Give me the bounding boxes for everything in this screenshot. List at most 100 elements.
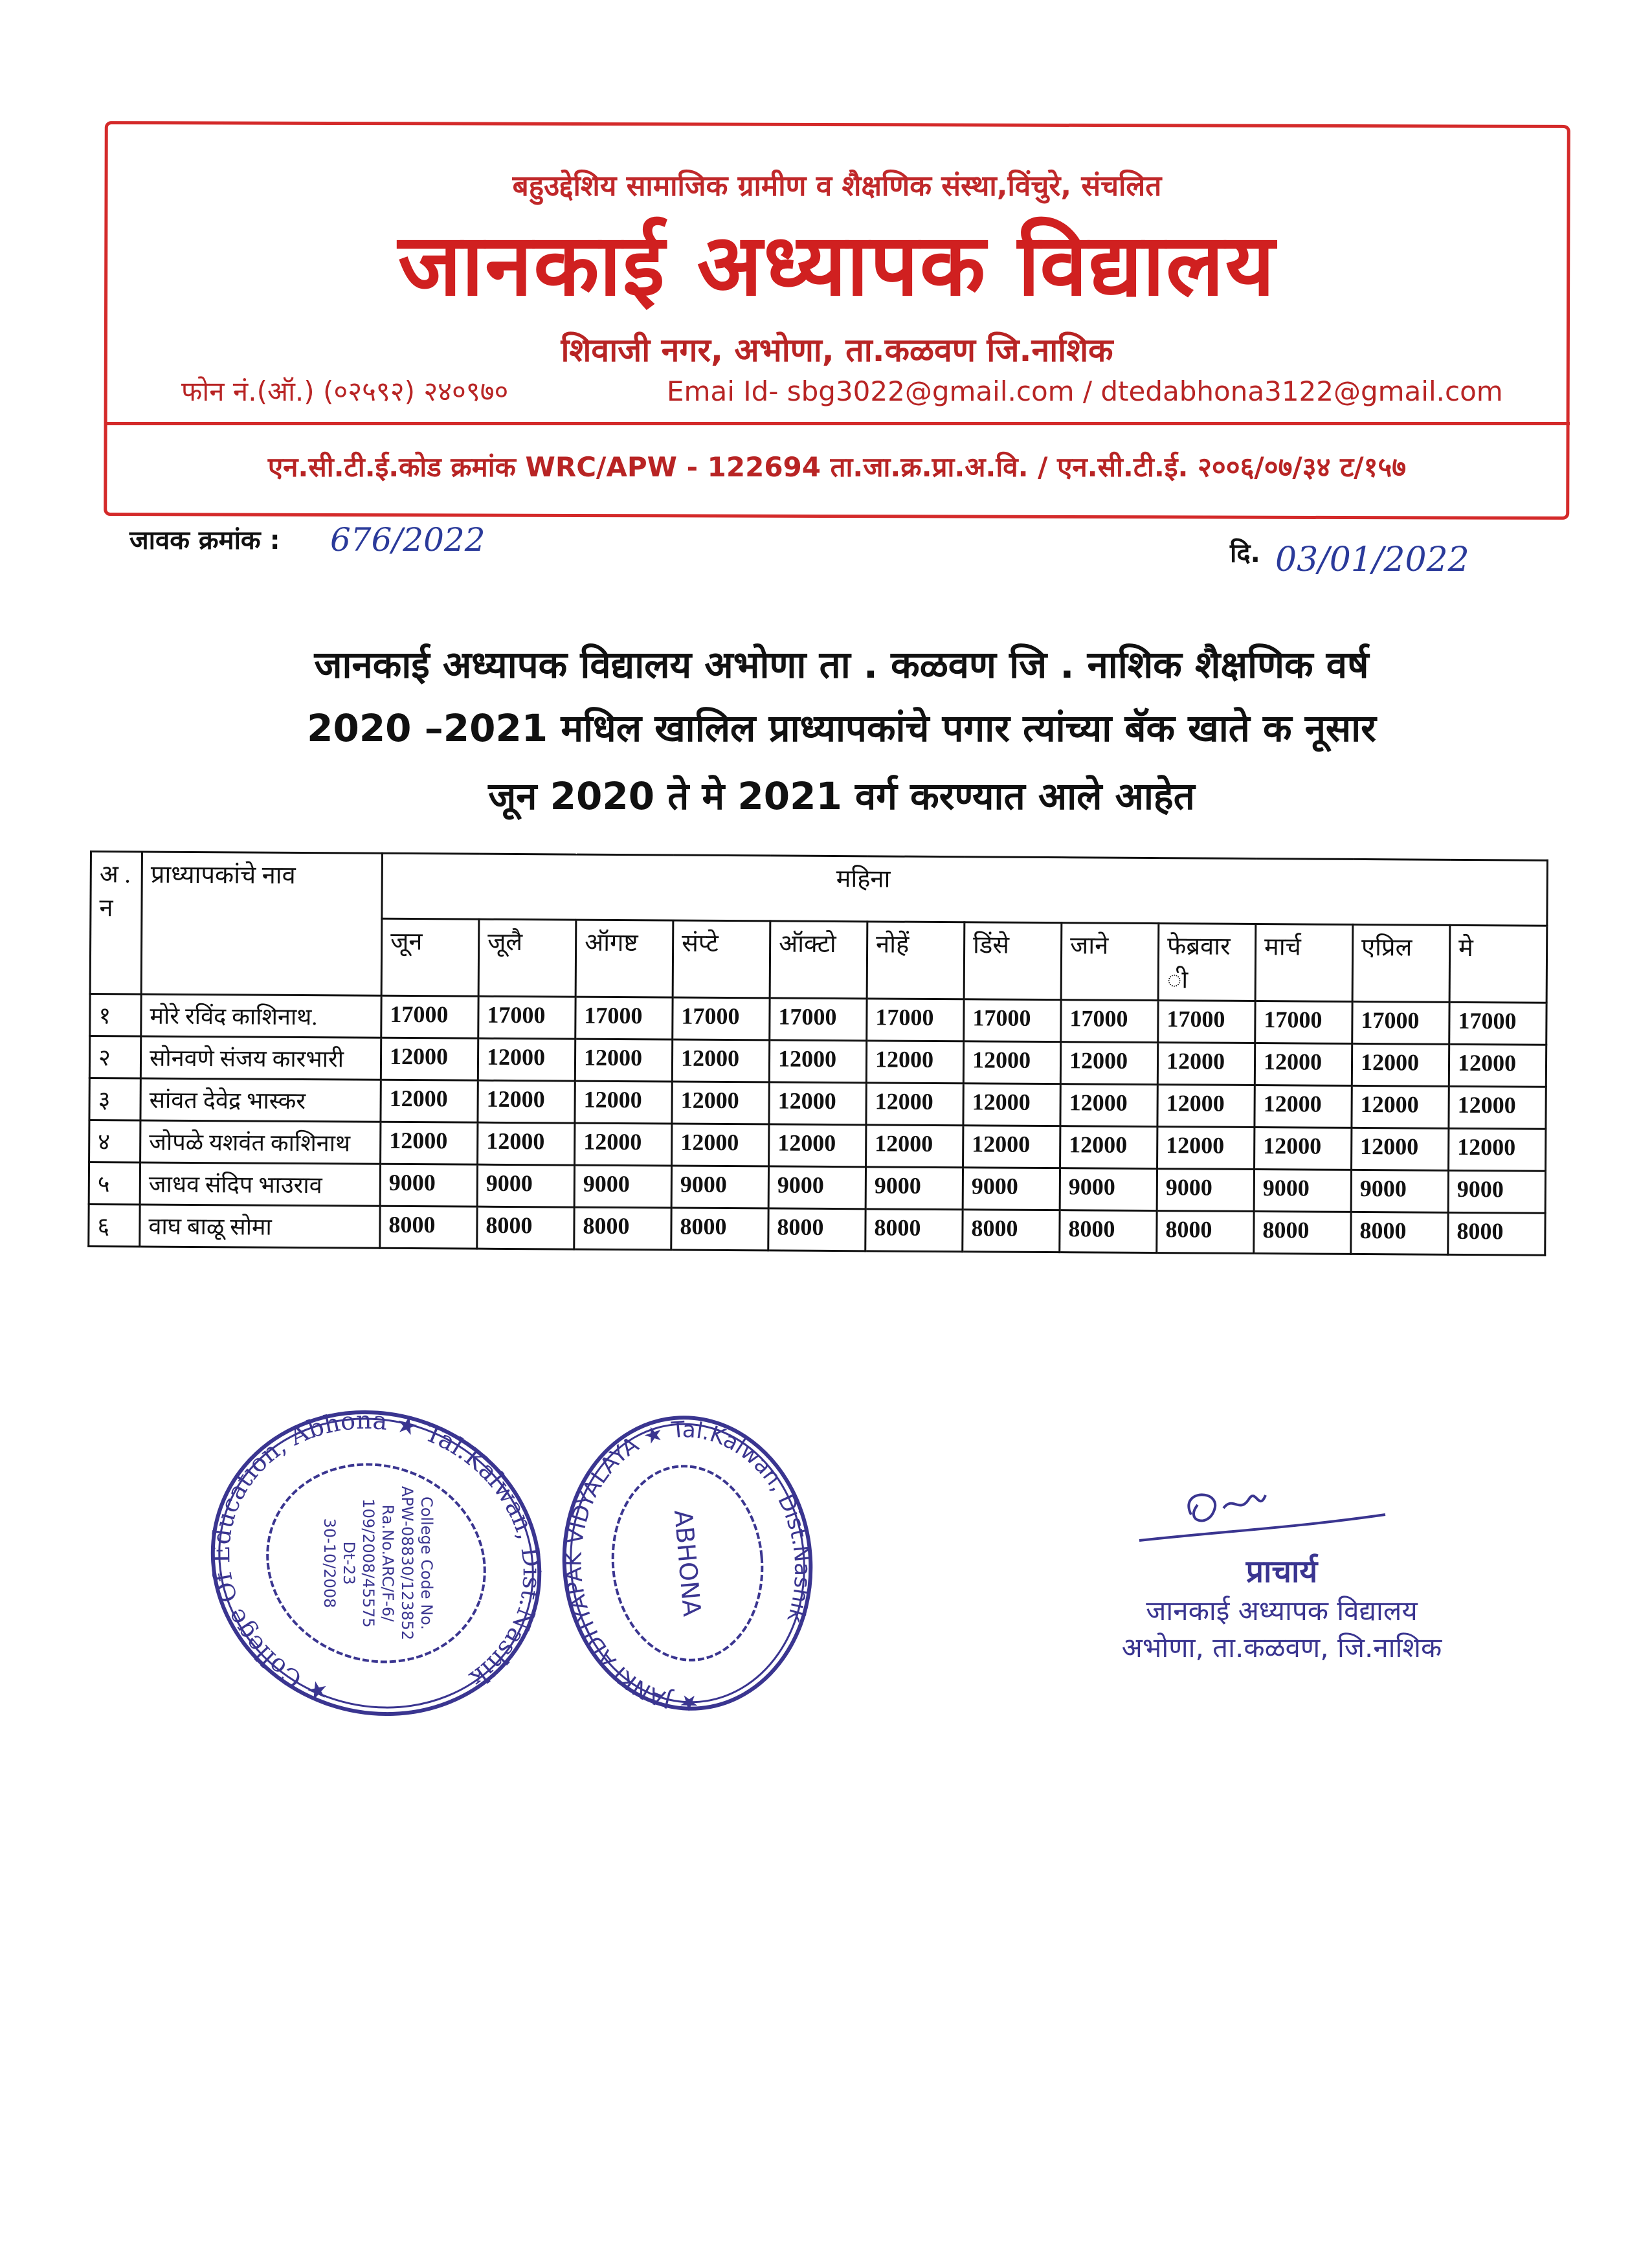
salary-cell: 9000 bbox=[1448, 1170, 1546, 1214]
sr-number: १ bbox=[89, 994, 142, 1036]
sr-number: २ bbox=[89, 1036, 141, 1078]
salary-cell: 8000 bbox=[1350, 1212, 1449, 1255]
stamp1-center-line: College Code No. bbox=[418, 1496, 436, 1630]
inward-number: 676/2022 bbox=[330, 521, 486, 559]
month-header: डिंसे bbox=[964, 922, 1062, 1000]
salary-cell: 8000 bbox=[962, 1209, 1060, 1252]
salary-cell: 8000 bbox=[379, 1206, 478, 1249]
college-address: शिवाजी नगर, अभोणा, ता.कळवण जि.नाशिक bbox=[561, 331, 1113, 369]
salary-cell: 12000 bbox=[1254, 1085, 1352, 1128]
professor-name: सांवत देवेद्र भास्कर bbox=[140, 1078, 381, 1122]
salary-cell: 9000 bbox=[768, 1166, 866, 1209]
salary-cell: 12000 bbox=[672, 1040, 770, 1082]
principal-signature-block: प्राचार्य जानकाई अध्यापक विद्यालय अभोणा,… bbox=[1100, 1476, 1463, 1665]
salary-cell: 12000 bbox=[478, 1038, 575, 1082]
salary-cell: 12000 bbox=[1449, 1044, 1546, 1087]
month-header: ऑगष्ट bbox=[575, 920, 673, 998]
signature-line-1: जानकाई अध्यापक विद्यालय bbox=[1146, 1595, 1418, 1627]
salary-cell: 8000 bbox=[1059, 1210, 1157, 1253]
salary-cell: 17000 bbox=[866, 998, 965, 1041]
salary-cell: 12000 bbox=[865, 1124, 963, 1168]
salary-table: अ . न प्राध्यापकांचे नाव महिना जून जूलै ऑग… bbox=[87, 850, 1548, 1256]
sr-number: ४ bbox=[89, 1120, 140, 1162]
month-header: संप्टे bbox=[673, 920, 770, 998]
handwritten-signature bbox=[1139, 1493, 1386, 1542]
salary-cell: 12000 bbox=[963, 1083, 1061, 1126]
heading-line-2: 2020 –2021 मधिल खालिल प्राध्यापकांचे पगा… bbox=[307, 706, 1376, 750]
professor-name: मोरे रविंद काशिनाथ. bbox=[140, 994, 382, 1038]
professor-name: वाघ बाळू सोमा bbox=[139, 1204, 381, 1249]
name-header: प्राध्यापकांचे नाव bbox=[141, 851, 383, 996]
salary-cell: 12000 bbox=[380, 1122, 478, 1165]
salary-cell: 12000 bbox=[574, 1123, 672, 1166]
salary-cell: 12000 bbox=[1157, 1084, 1255, 1128]
professor-name: सोनवणे संजय कारभारी bbox=[140, 1036, 381, 1080]
phone-number: फोन नं.(ऑ.) (०२५९२) २४०९७० bbox=[181, 375, 509, 407]
inward-label: जावक क्रमांक : bbox=[129, 526, 280, 555]
month-header: फेब्रवार ी bbox=[1158, 923, 1256, 1001]
salary-cell: 12000 bbox=[574, 1081, 673, 1124]
email-ids: Emai Id- sbg3022@gmail.com / dtedabhona3… bbox=[667, 375, 1503, 407]
salary-cell: 9000 bbox=[574, 1165, 672, 1208]
salary-cell: 8000 bbox=[476, 1206, 575, 1250]
salary-cell: 12000 bbox=[1351, 1128, 1449, 1171]
sr-number: ५ bbox=[89, 1162, 140, 1205]
sr-header: अ . न bbox=[90, 851, 142, 994]
salary-cell: 12000 bbox=[1255, 1043, 1352, 1086]
salary-cell: 17000 bbox=[1449, 1002, 1547, 1045]
salary-cell: 17000 bbox=[1352, 1001, 1450, 1045]
salary-cell: 9000 bbox=[1157, 1168, 1255, 1212]
salary-cell: 12000 bbox=[671, 1123, 769, 1166]
salary-cell: 12000 bbox=[866, 1040, 964, 1084]
salary-cell: 12000 bbox=[1060, 1126, 1157, 1169]
heading-line-3: जून 2020 ते मे 2021 वर्ग करण्यात आले आहे… bbox=[488, 774, 1195, 818]
salary-cell: 17000 bbox=[963, 999, 1062, 1042]
stamp1-center-line: 109/2008/45575 bbox=[359, 1498, 377, 1627]
salary-cell: 9000 bbox=[963, 1167, 1060, 1210]
salary-cell: 17000 bbox=[769, 997, 867, 1041]
salary-cell: 8000 bbox=[768, 1208, 866, 1251]
salary-cell: 17000 bbox=[1255, 1001, 1353, 1044]
stamp1-center-line: Dt-23 bbox=[340, 1541, 358, 1584]
professor-name: जोपळे यशवंत काशिनाथ bbox=[140, 1120, 381, 1164]
signature-line-2: अभोणा, ता.कळवण, जि.नाशिक bbox=[1121, 1632, 1442, 1663]
stamp1-center-line: Ra.No.ARC/F-6/ bbox=[379, 1505, 397, 1623]
salary-cell: 9000 bbox=[477, 1164, 575, 1208]
salary-cell: 12000 bbox=[768, 1082, 867, 1125]
salary-cell: 8000 bbox=[1253, 1211, 1352, 1254]
college-name: जानकाई अध्यापक विद्यालय bbox=[397, 216, 1277, 315]
salary-cell: 8000 bbox=[1156, 1210, 1255, 1254]
salary-cell: 17000 bbox=[478, 996, 576, 1040]
salary-cell: 8000 bbox=[1447, 1212, 1546, 1256]
salary-cell: 12000 bbox=[575, 1039, 673, 1082]
salary-cell: 12000 bbox=[1254, 1127, 1352, 1170]
month-header: मे bbox=[1449, 925, 1547, 1003]
salary-cell: 9000 bbox=[1060, 1168, 1157, 1211]
sr-number: ६ bbox=[88, 1204, 140, 1247]
sr-number: ३ bbox=[89, 1078, 141, 1120]
month-header: एप्रिल bbox=[1352, 924, 1450, 1003]
salary-cell: 17000 bbox=[1060, 999, 1159, 1043]
principal-title: प्राचार्य bbox=[1245, 1553, 1318, 1590]
letterhead-divider bbox=[104, 422, 1570, 425]
month-header: जून bbox=[381, 918, 479, 997]
stamp1-center-line: 30-10/2008 bbox=[320, 1518, 339, 1608]
ncte-code: एन.सी.टी.ई.कोड क्रमांक WRC/APW - 122694 … bbox=[267, 451, 1407, 483]
salary-cell: 9000 bbox=[865, 1166, 963, 1210]
salary-cell: 17000 bbox=[381, 995, 479, 1039]
professor-name: जाधव संदिप भाउराव bbox=[140, 1162, 381, 1206]
month-header: जाने bbox=[1061, 922, 1159, 1001]
heading-line-1: जानकाई अध्यापक विद्यालय अभोणा ता . कळवण … bbox=[314, 643, 1369, 687]
salary-cell: 17000 bbox=[1157, 1000, 1256, 1043]
month-header: ऑक्टो bbox=[770, 920, 867, 999]
stamp1-center-line: APW-08830/123852 bbox=[398, 1486, 416, 1640]
month-header: मार्च bbox=[1255, 924, 1353, 1002]
stamp2-center-text: ABHONA bbox=[669, 1509, 706, 1618]
salary-cell: 12000 bbox=[963, 1125, 1060, 1168]
vidyalaya-seal-stamp: ★ JANKI ADHYAPAK VIDYALAYA ★ Tal.Kalwan,… bbox=[548, 1406, 827, 1727]
salary-cell: 12000 bbox=[1157, 1126, 1255, 1170]
salary-cell: 12000 bbox=[768, 1124, 866, 1167]
salary-cell: 9000 bbox=[380, 1164, 478, 1207]
college-seal-stamp: ★ College Of Education, Abhona ★ Tal.Kal… bbox=[194, 1392, 591, 1754]
date-value: 03/01/2022 bbox=[1275, 540, 1469, 579]
